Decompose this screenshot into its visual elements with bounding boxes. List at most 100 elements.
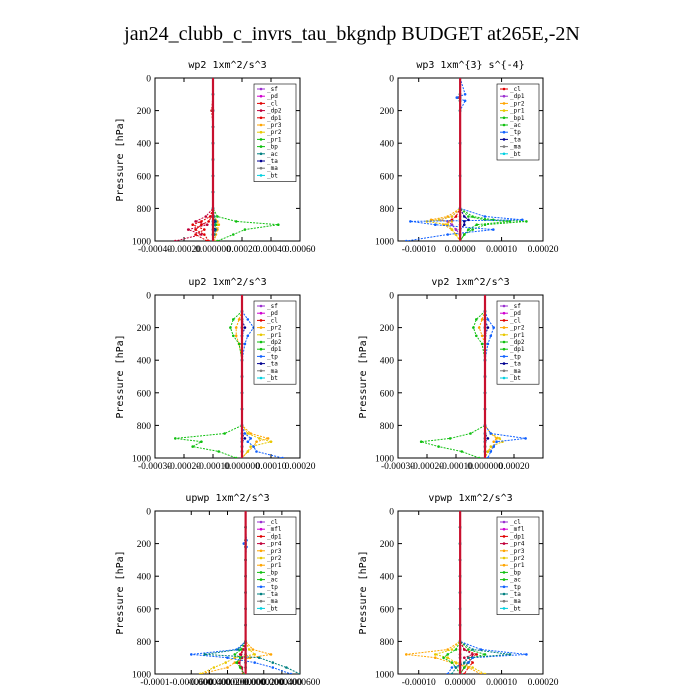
data-point [480,342,484,346]
y-tick-label: 400 [380,573,395,583]
data-point [207,220,210,223]
data-point [243,326,247,329]
data-point [472,326,475,329]
data-point [199,672,202,674]
y-tick-label: 600 [380,172,395,182]
legend-marker [502,607,506,610]
y-tick-label: 0 [389,292,394,302]
x-tick-label: 0.000000 [467,462,503,472]
legend-label: _ta [267,158,278,165]
legend-label: _ta [510,361,521,368]
data-point [467,648,470,651]
data-point [446,656,450,659]
data-point [255,450,258,453]
legend-marker [502,563,506,567]
legend-label: _pr3 [267,548,282,555]
legend-marker [502,535,506,538]
legend-label: _cl [510,86,521,93]
data-point [251,648,255,651]
series-line-ac [442,511,461,674]
y-tick-label: 800 [380,205,395,215]
x-tick-label: 0.0000000 [225,678,266,688]
legend-label: _pr2 [510,100,525,107]
legend-label: _pr4 [267,541,282,548]
data-point [495,440,498,444]
legend-label: _dp1 [510,346,525,353]
panels: wp2 1xm^2/s^3 Pressure [hPa] 0 200 400 600 800… [115,60,559,688]
panel-title: wp2 1xm^2/s^3 [188,60,266,71]
legend-marker [502,123,506,127]
y-tick-label: 800 [380,422,395,432]
data-point [483,653,487,656]
legend-label: _cl [510,317,521,324]
panel-title: vpwp 1xm^2/s^3 [428,493,512,504]
data-point [463,648,466,651]
data-point [229,326,232,329]
panel-3: up2 1xm^2/s^3 Pressure [hPa] 0 200 400 600 800… [115,277,316,472]
data-point [463,99,467,103]
legend-marker [259,362,263,365]
legend-label: _ac [267,151,278,158]
y-tick-label: 0 [146,292,151,302]
data-point [463,215,466,218]
x-tick-label: -0.0001 [140,678,170,688]
legend-marker [502,116,506,120]
legend-label: _pr4 [510,541,525,548]
legend-label: _cl [267,317,278,324]
x-tick-label: 0.000000 [224,462,260,472]
legend-label: _dp2 [510,339,525,346]
x-tick-label: 0.0000200 [244,678,285,688]
x-tick-label: -0.00040 [138,245,172,255]
x-tick-label: -0.00010 [402,245,436,255]
x-tick-label: 0.0000400 [262,678,303,688]
data-point [486,456,490,458]
legend-label: _ma [267,165,278,172]
legend-label: _ac [510,122,521,129]
legend-label: _tp [267,353,278,360]
legend-label: _pr2 [267,129,282,136]
data-point [255,440,258,444]
y-tick-label: 400 [137,573,152,583]
data-point [467,656,470,659]
data-point [467,228,470,231]
legend-marker [259,563,263,567]
y-tick-label: 1000 [375,671,394,681]
data-point [203,233,206,236]
legend-marker [502,599,506,603]
legend-label: _pd [510,310,521,317]
data-point [479,672,483,674]
legend-label: _pr1 [510,562,525,569]
legend-label: _bt [510,151,521,158]
series-group [405,511,528,674]
legend-label: _pr1 [267,332,282,339]
series-line-ac [212,78,217,241]
legend-label: _dp1 [267,533,282,540]
legend-marker [259,527,263,531]
legend-marker [502,145,506,148]
legend-marker [502,109,506,112]
y-tick-label: 200 [380,107,395,117]
legend-marker [259,369,263,373]
data-point [437,445,440,448]
data-point [237,342,241,346]
y-axis-label: Pressure [hPa] [115,550,126,634]
y-tick-label: 600 [380,605,395,615]
x-tick-label: 0.00040 [256,245,287,255]
data-point [246,318,250,321]
legend-label: _bp [510,569,521,576]
legend-marker [259,87,263,91]
x-tick-label: -0.00010 [196,462,230,472]
y-tick-label: 400 [380,357,395,367]
series-group [174,295,284,458]
data-point [281,456,284,458]
data-point [238,661,241,664]
legend-label: _ma [267,598,278,605]
legend-marker [259,592,263,596]
y-tick-label: 600 [380,389,395,399]
legend-marker [259,174,263,177]
legend-label: _pr1 [510,332,525,339]
y-tick-label: 0 [389,75,394,85]
data-point [492,228,495,231]
data-point [492,440,496,444]
data-point [298,672,300,674]
